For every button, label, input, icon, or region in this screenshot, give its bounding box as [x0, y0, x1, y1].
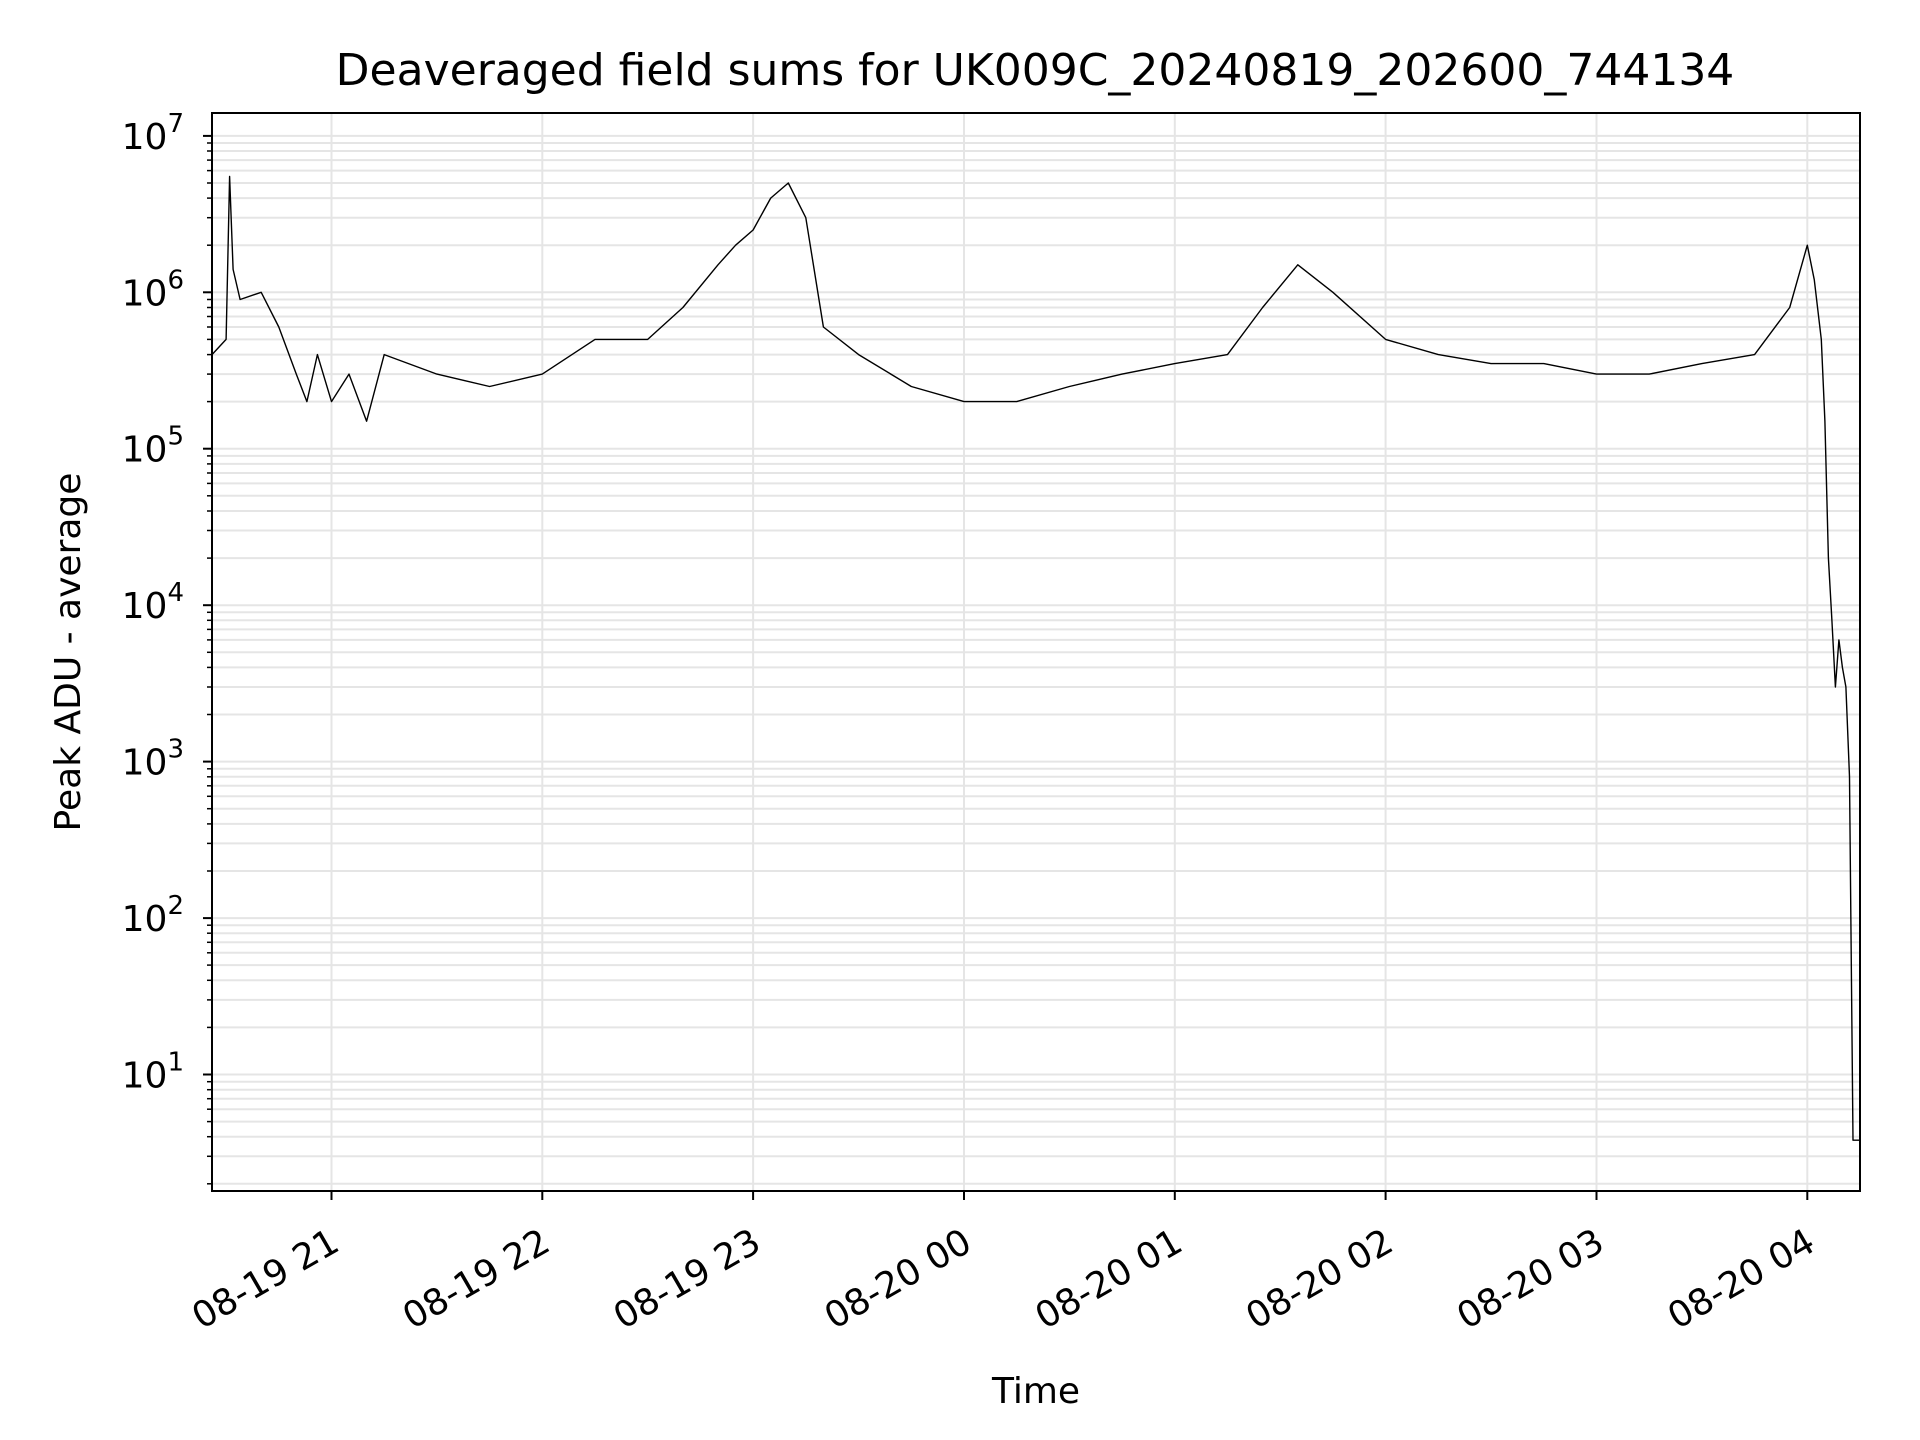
grid — [212, 113, 1860, 1191]
y-tick-label: 107 — [122, 109, 184, 158]
y-tick-label: 105 — [122, 422, 184, 471]
y-tick-label: 103 — [122, 735, 184, 784]
y-axis-label: Peak ADU - average — [48, 473, 89, 832]
y-tick-label: 101 — [122, 1048, 184, 1097]
chart-title: Deaveraged field sums for UK009C_2024081… — [336, 45, 1735, 96]
y-axis: 101 102 103 104 105 106 107 — [122, 109, 212, 1185]
y-tick-label: 106 — [122, 265, 184, 314]
plot-area — [211, 175, 1860, 1141]
y-tick-label: 104 — [122, 578, 184, 627]
x-axis-label: Time — [991, 1371, 1080, 1412]
series-line-0 — [211, 175, 1860, 1141]
y-tick-label: 102 — [122, 891, 184, 940]
